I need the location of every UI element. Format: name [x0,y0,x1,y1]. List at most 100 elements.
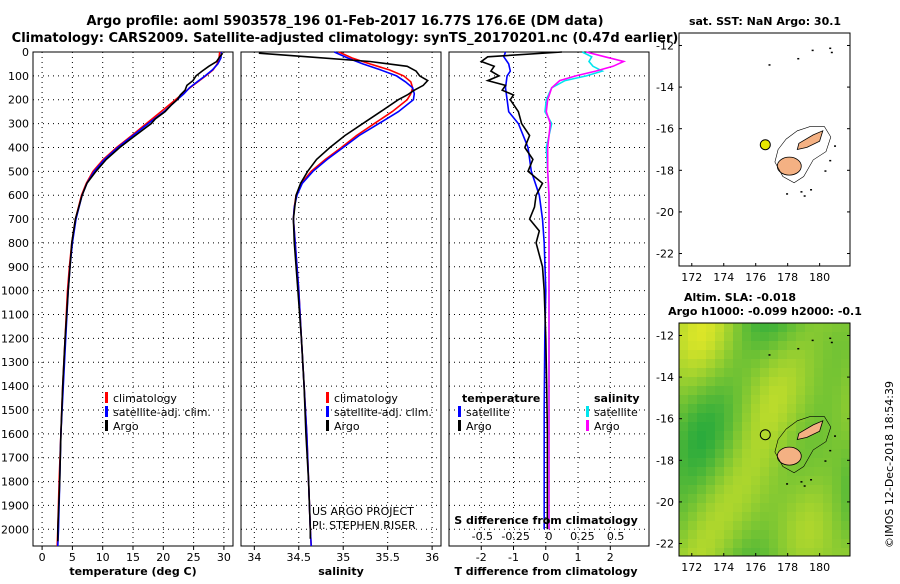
reef-outline [774,126,832,184]
sla-field-cell [814,449,823,458]
sla-field-cell [751,368,760,377]
sla-field-cell [724,530,733,539]
sla-field-cell [841,332,850,341]
islet [811,49,814,52]
sla-field-cell [841,539,850,548]
sla-field-cell [805,476,814,485]
sla-field-cell [769,422,778,431]
sla-field-cell [778,368,787,377]
sla-field-cell [814,323,823,332]
sla-field-cell [760,431,769,440]
sla-field-cell [769,476,778,485]
sla-field-cell [697,386,706,395]
sla-field-cell [742,323,751,332]
sla-field-cell [805,323,814,332]
sla-field-cell [679,377,688,386]
sla-field-cell [796,395,805,404]
sla-field-cell [706,494,715,503]
sla-field-cell [832,521,841,530]
sla-field-cell [814,512,823,521]
lon-tick-label: 174 [713,271,734,284]
legend-heading-temperature: temperature [462,392,540,405]
sla-field-cell [769,323,778,332]
x-tick-label: 20 [156,551,170,564]
sla-field-cell [823,512,832,521]
sla-field-cell [841,548,850,556]
sla-field-cell [832,422,841,431]
depth-tick-label: 2000 [1,523,29,536]
sla-field-cell [841,440,850,449]
sla-field-cell [679,404,688,413]
sla-field-cell [805,377,814,386]
sla-field-cell [742,521,751,530]
sla-field-cell [841,485,850,494]
sla-field-cell [787,404,796,413]
sla-field-cell [697,341,706,350]
sla-field-cell [805,503,814,512]
sla-field-cell [733,440,742,449]
sla-field-cell [724,485,733,494]
legend-label-satellite: satellite-adj. clim. [334,406,432,419]
sla-field-cell [814,359,823,368]
sla-field-cell [814,431,823,440]
sla-field-cell [688,485,697,494]
sla-field-cell [724,503,733,512]
sla-field-cell [841,530,850,539]
sla-field-cell [751,404,760,413]
sla-field-cell [787,377,796,386]
sla-field-cell [796,386,805,395]
sla-field-cell [796,467,805,476]
sla-map-title-2: Argo h1000: -0.099 h2000: -0.1 [668,305,862,318]
sla-field-cell [769,449,778,458]
sla-field-cell [796,494,805,503]
sla-field-cell [715,458,724,467]
sla-field-cell [832,395,841,404]
sla-field-cell [778,359,787,368]
sla-field-cell [778,539,787,548]
sla-field-cell [832,458,841,467]
sla-field-cell [688,386,697,395]
sla-field-cell [760,377,769,386]
sla-field-cell [706,395,715,404]
sla-field-cell [832,377,841,386]
sla-field-cell [769,341,778,350]
islet [800,481,803,483]
x-tick-label: 34.5 [287,551,312,564]
sla-field-cell [841,395,850,404]
sla-field-cell [823,341,832,350]
x-tick-label: 5 [69,551,76,564]
sla-field-cell [760,332,769,341]
sla-field-cell [814,485,823,494]
sla-field-cell [751,332,760,341]
sla-field-cell [706,548,715,556]
sla-field-cell [805,368,814,377]
sla-field-cell [787,323,796,332]
island-vanua-levu [796,130,824,151]
sla-field-cell [823,404,832,413]
sla-field-cell [706,539,715,548]
sla-field-cell [760,323,769,332]
sla-field-cell [769,503,778,512]
sla-field-cell [751,494,760,503]
sla-field-cell [688,431,697,440]
sla-field-cell [769,332,778,341]
sla-field-cell [814,521,823,530]
sla-field-cell [841,521,850,530]
sla-field-cell [697,485,706,494]
sla-field-cell [823,377,832,386]
sla-field-cell [724,404,733,413]
sla-field-cell [841,494,850,503]
sla-field-cell [724,323,733,332]
sla-field-cell [742,539,751,548]
sla-field-cell [823,386,832,395]
sla-field-cell [706,386,715,395]
lat-tick-label: -14 [656,81,674,94]
salinity-legend: climatology satellite-adj. clim. Argo [326,392,432,433]
sla-field-cell [724,521,733,530]
depth-tick-label: 1500 [1,404,29,417]
sla-field-cell [697,530,706,539]
sla-field-cell [796,548,805,556]
sla-field-cell [787,368,796,377]
sla-field-cell [697,440,706,449]
sla-field-cell [679,350,688,359]
